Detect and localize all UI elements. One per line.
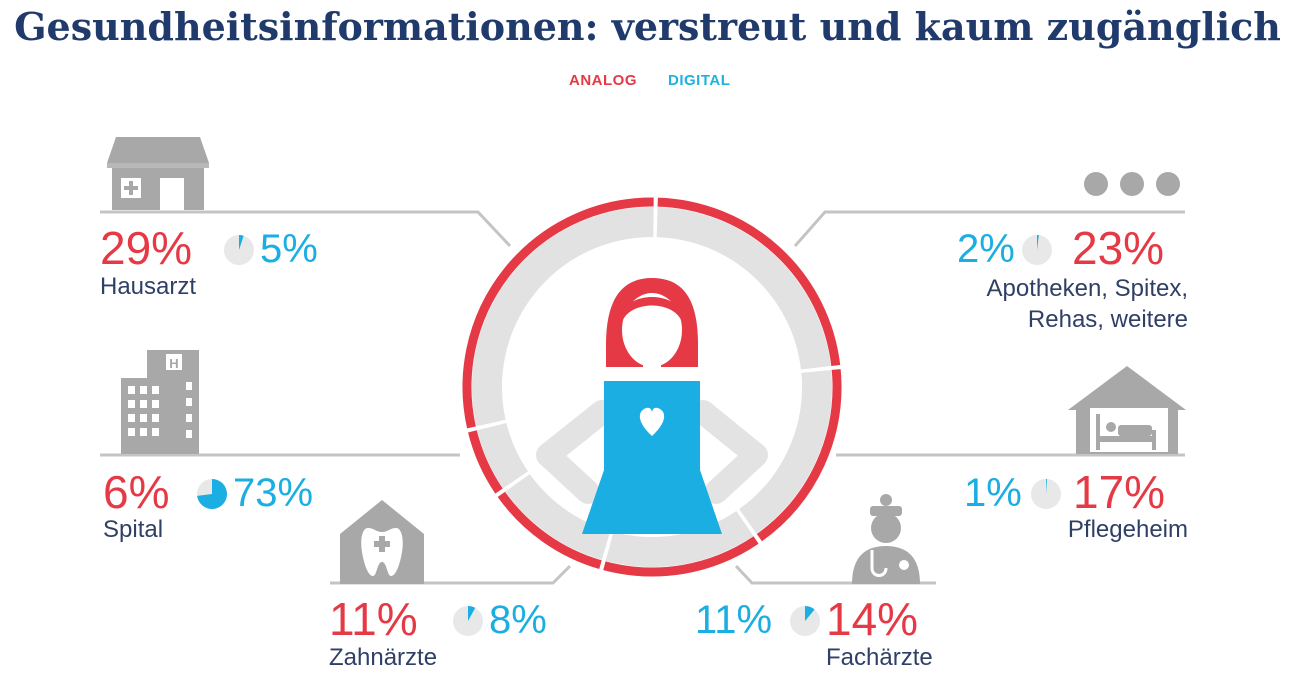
digital-mini-pies: [197, 234, 1061, 636]
mini-pie-slice-apotheken: [1037, 235, 1039, 250]
ring-segment-outer-hausarzt: [462, 197, 654, 429]
hausarzt-digital-value: 5%: [260, 227, 318, 271]
tooth-house-icon: [340, 500, 424, 584]
mini-pie-slice-pflegeheim: [1046, 479, 1047, 494]
connector-lines: [100, 210, 1185, 585]
ring-segment-inner-spital: [477, 422, 529, 489]
ring-segment-outer-fachaerzte: [603, 536, 759, 577]
pflegeheim-label: Pflegeheim: [1067, 516, 1188, 543]
ring-segment-inner-apotheken: [656, 207, 831, 370]
ring-segment-inner-fachaerzte: [605, 510, 754, 567]
ring-segment-outer-pflegeheim: [756, 369, 842, 542]
connector-hausarzt: [100, 210, 512, 248]
ring-segment-outer-spital: [468, 430, 503, 494]
spital-label: Spital: [103, 516, 164, 543]
fachaerzte-label: Fachärzte: [826, 644, 933, 671]
svg-text:H: H: [169, 356, 178, 371]
apotheken-label-line-2: Rehas, weitere: [1027, 306, 1188, 333]
more-dots-icon: [1084, 172, 1180, 196]
patient-woman-heart-icon: [536, 278, 768, 534]
legend-analog: ANALOG: [569, 72, 637, 89]
care-home-bed-icon: [1068, 366, 1186, 454]
doctor-specialist-icon: [852, 494, 920, 584]
hospital-building-icon: H: [121, 350, 199, 454]
ring-segment-outer-apotheken: [657, 197, 841, 366]
apotheken-analog-value: 23%: [1072, 222, 1165, 274]
apotheken-digital-value: 2%: [957, 227, 1015, 271]
clinic-storefront-icon: [107, 137, 209, 210]
zahnaerzte-analog-value: 11%: [329, 593, 418, 645]
ring-segment-inner-zahnaerzte: [505, 473, 611, 560]
mini-pie-slice-fachaerzte: [805, 606, 815, 621]
spital-analog-value: 6%: [103, 466, 170, 518]
mini-pie-slice-hausarzt: [239, 234, 244, 250]
ring-segment-inner-hausarzt: [472, 207, 654, 427]
spital-digital-value: 73%: [233, 471, 314, 515]
zahnaerzte-label: Zahnärzte: [329, 644, 438, 671]
ring-segment-outer-zahnaerzte: [497, 491, 602, 570]
ring-segment-inner-pflegeheim: [738, 369, 832, 534]
hausarzt-analog-value: 29%: [100, 222, 193, 274]
hausarzt-label: Hausarzt: [100, 273, 197, 300]
page-title: Gesundheitsinformationen: verstreut und …: [14, 4, 1281, 49]
connector-apotheken: [793, 210, 1185, 247]
zahnaerzte-digital-value: 8%: [489, 598, 547, 642]
mini-pie-slice-spital: [197, 479, 228, 510]
mini-pie-slice-zahnaerzte: [468, 606, 476, 621]
apotheken-label-line-1: Apotheken, Spitex,: [986, 275, 1188, 302]
pflegeheim-analog-value: 17%: [1073, 466, 1166, 518]
fachaerzte-analog-value: 14%: [826, 593, 919, 645]
legend-digital: DIGITAL: [668, 72, 731, 89]
pflegeheim-digital-value: 1%: [964, 471, 1022, 515]
fachaerzte-digital-value: 11%: [695, 598, 773, 642]
central-ring: [462, 197, 842, 577]
